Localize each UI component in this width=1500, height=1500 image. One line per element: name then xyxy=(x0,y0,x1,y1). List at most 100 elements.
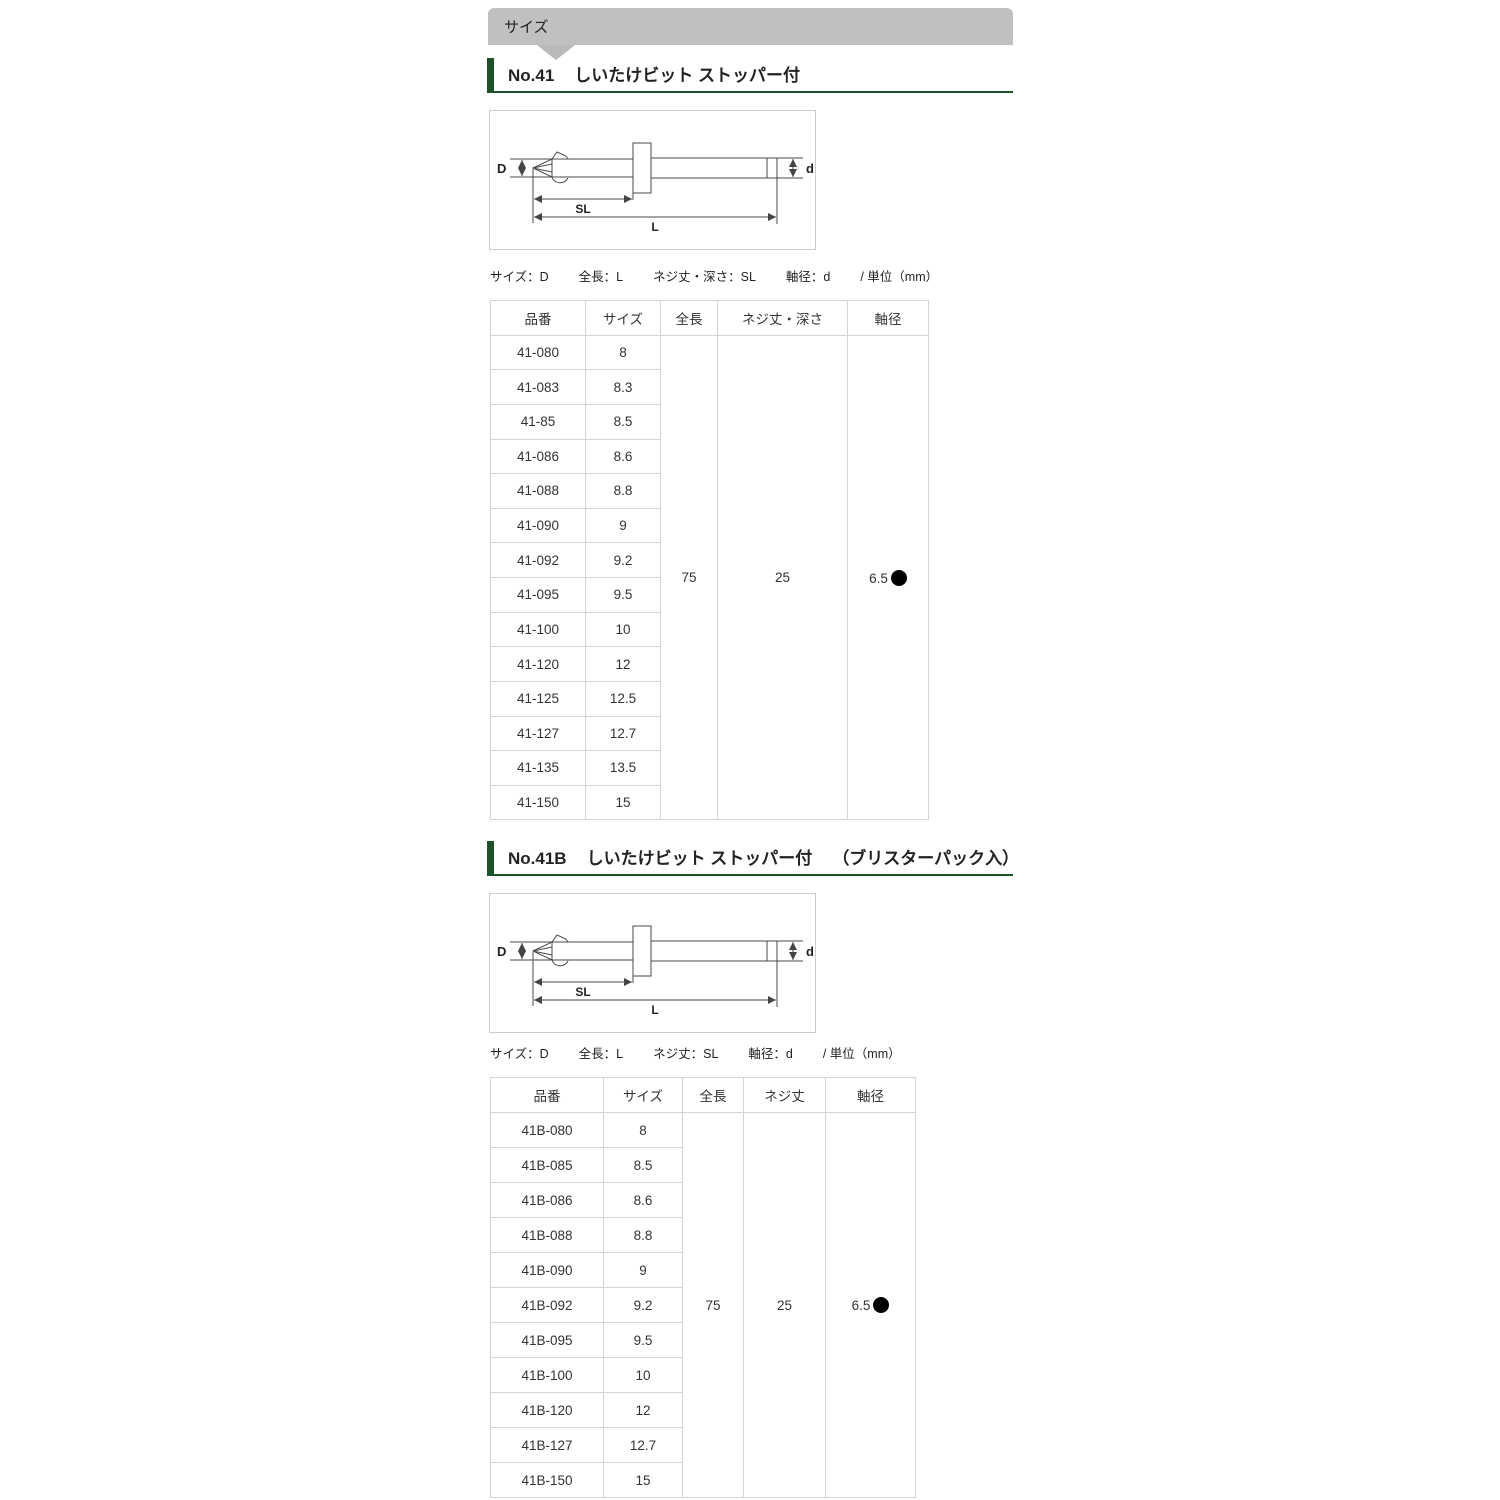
legend-size: サイズ：D xyxy=(490,1047,549,1061)
dimension-label-d: d xyxy=(806,944,814,959)
size-cell: 8 xyxy=(585,334,661,371)
part-number-cell: 41-127 xyxy=(490,715,586,752)
dimension-label-SL: SL xyxy=(575,202,590,216)
table-header-row: 品番 サイズ 全長 ネジ丈・深さ 軸径 xyxy=(490,300,929,336)
part-number-cell: 41-125 xyxy=(490,680,586,717)
spec-table-no41b: 品番 サイズ 全長 ネジ丈 軸径 41B-080 8 75 25 6.5 41B… xyxy=(490,1077,916,1498)
column-header-shaft: 軸径 xyxy=(825,1077,916,1113)
column-header-length: 全長 xyxy=(660,300,718,336)
table-row: 41-092 9.2 xyxy=(490,542,929,578)
column-header-size: サイズ xyxy=(585,300,661,336)
shaft-diameter-value: 6.5 xyxy=(851,1298,871,1313)
dimension-label-SL: SL xyxy=(575,985,590,999)
legend-shaft: 軸径：d xyxy=(785,270,831,284)
size-cell: 8.6 xyxy=(585,438,661,475)
part-number-cell: 41B-088 xyxy=(490,1217,604,1253)
size-cell: 8 xyxy=(603,1112,683,1148)
legend-unit: / 単位（mm） xyxy=(822,1047,901,1061)
size-cell: 15 xyxy=(603,1462,683,1498)
part-number-cell: 41-088 xyxy=(490,473,586,509)
column-header-shaft: 軸径 xyxy=(847,300,929,336)
table-row: 41B-088 8.8 xyxy=(490,1217,916,1253)
dimension-legend: サイズ：D 全長：L ネジ丈・深さ：SL 軸径：d / 単位（mm） xyxy=(490,266,938,285)
table-row: 41-100 10 xyxy=(490,611,929,648)
product-diagram: D d SL L xyxy=(489,893,816,1033)
part-number-cell: 41-090 xyxy=(490,507,586,544)
size-cell: 9.2 xyxy=(603,1287,683,1323)
filled-circle-icon xyxy=(873,1297,890,1313)
tab-pointer-triangle-icon xyxy=(537,45,575,60)
column-header-part: 品番 xyxy=(490,300,586,336)
part-number-cell: 41B-120 xyxy=(490,1392,604,1428)
size-cell: 8.8 xyxy=(603,1217,683,1253)
part-number-cell: 41B-085 xyxy=(490,1147,604,1183)
shaft-diameter-cell: 6.5 xyxy=(825,1112,916,1498)
table-row: 41B-085 8.5 xyxy=(490,1147,916,1183)
part-number-cell: 41-095 xyxy=(490,577,586,613)
part-number-cell: 41-080 xyxy=(490,334,586,371)
column-header-screw: ネジ丈 xyxy=(743,1077,826,1113)
column-header-size: サイズ xyxy=(603,1077,683,1113)
dimension-legend: サイズ：D 全長：L ネジ丈：SL 軸径：d / 単位（mm） xyxy=(490,1043,901,1062)
part-number-cell: 41B-150 xyxy=(490,1462,604,1498)
size-cell: 12.7 xyxy=(603,1427,683,1463)
table-row: 41B-086 8.6 xyxy=(490,1182,916,1218)
drill-bit-drawing: D d SL L xyxy=(497,142,814,234)
size-cell: 9 xyxy=(603,1252,683,1288)
product-name: しいたけビット ストッパー付 xyxy=(574,66,801,85)
table-row: 41-095 9.5 xyxy=(490,577,929,613)
part-number-cell: 41B-086 xyxy=(490,1182,604,1218)
size-cell: 9 xyxy=(585,507,661,544)
legend-length: 全長：L xyxy=(578,270,624,284)
dimension-label-D: D xyxy=(497,161,506,176)
dimension-label-D: D xyxy=(497,944,506,959)
part-number-cell: 41-086 xyxy=(490,438,586,475)
table-row: 41-090 9 xyxy=(490,507,929,544)
table-row: 41-135 13.5 xyxy=(490,750,929,786)
pack-note: （ブリスターパック入） xyxy=(832,849,1020,868)
table-row: 41B-090 9 xyxy=(490,1252,916,1288)
table-row: 41-088 8.8 xyxy=(490,473,929,509)
column-header-screw: ネジ丈・深さ xyxy=(717,300,848,336)
size-cell: 12.7 xyxy=(585,715,661,752)
legend-screw: ネジ丈：SL xyxy=(653,1047,719,1061)
part-number-cell: 41-092 xyxy=(490,542,586,578)
part-number-cell: 41B-095 xyxy=(490,1322,604,1358)
overall-length-cell: 75 xyxy=(660,334,718,821)
screw-depth-cell: 25 xyxy=(717,334,848,821)
size-cell: 8.6 xyxy=(603,1182,683,1218)
size-cell: 8.5 xyxy=(603,1147,683,1183)
part-number-cell: 41-100 xyxy=(490,611,586,648)
size-cell: 8.3 xyxy=(585,369,661,405)
table-row: 41-080 8 75 25 6.5 xyxy=(490,334,929,821)
product-name: しいたけビット ストッパー付 xyxy=(586,849,813,868)
table-row: 41B-095 9.5 xyxy=(490,1322,916,1358)
column-header-length: 全長 xyxy=(682,1077,744,1113)
part-number-cell: 41B-092 xyxy=(490,1287,604,1323)
section-title-no41: No.41 しいたけビット ストッパー付 xyxy=(487,58,1013,93)
size-cell: 12 xyxy=(603,1392,683,1428)
part-number-cell: 41B-080 xyxy=(490,1112,604,1148)
catalog-page: サイズ No.41 しいたけビット ストッパー付 xyxy=(487,0,1019,1500)
spec-table-no41: 品番 サイズ 全長 ネジ丈・深さ 軸径 41-080 8 75 25 6.5 4… xyxy=(490,300,929,821)
shaft-diameter-cell: 6.5 xyxy=(847,334,929,821)
screw-depth-cell: 25 xyxy=(743,1112,826,1498)
table-row: 41B-092 9.2 xyxy=(490,1287,916,1323)
size-cell: 12 xyxy=(585,646,661,682)
table-row: 41-150 15 xyxy=(490,784,929,821)
size-cell: 10 xyxy=(585,611,661,648)
part-number-cell: 41-85 xyxy=(490,403,586,440)
shaft-diameter-value: 6.5 xyxy=(869,570,888,586)
size-cell: 12.5 xyxy=(585,680,661,717)
legend-length: 全長：L xyxy=(578,1047,624,1061)
table-row: 41B-100 10 xyxy=(490,1357,916,1393)
tab-size[interactable]: サイズ xyxy=(488,8,1013,45)
product-diagram: D d SL L xyxy=(489,110,816,250)
product-number: No.41 xyxy=(508,66,555,85)
size-cell: 9.5 xyxy=(585,577,661,613)
size-cell: 8.8 xyxy=(585,473,661,509)
table-row: 41-125 12.5 xyxy=(490,680,929,717)
dimension-label-L: L xyxy=(651,220,658,234)
size-cell: 15 xyxy=(585,784,661,821)
product-number: No.41B xyxy=(508,849,567,868)
